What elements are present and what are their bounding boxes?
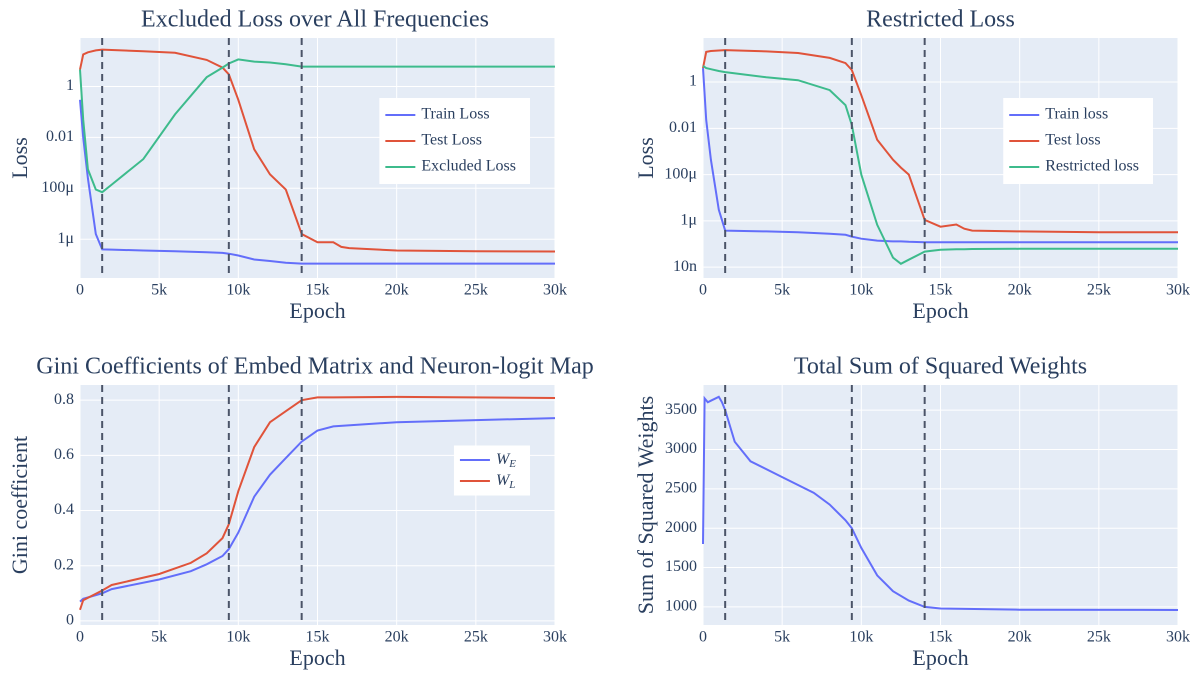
data-line xyxy=(79,99,555,265)
data-line xyxy=(702,65,1178,265)
y-tick-label: 3000 xyxy=(665,440,697,457)
chart-title: Excluded Loss over All Frequencies xyxy=(141,7,489,33)
x-tick-label: 0 xyxy=(76,282,84,299)
y-tick-label: 1μ xyxy=(57,230,74,247)
legend-label: Restricted loss xyxy=(1045,158,1139,175)
x-tick-label: 15k xyxy=(306,282,330,299)
y-axis-title: Sum of Squared Weights xyxy=(633,396,658,614)
x-tick-label: 0 xyxy=(76,629,84,646)
x-tick-label: 30k xyxy=(543,629,567,646)
y-tick-label: 1 xyxy=(689,73,697,90)
legend-label: Train Loss xyxy=(421,106,489,123)
x-tick-label: 20k xyxy=(1008,282,1032,299)
y-tick-label: 0.6 xyxy=(54,446,74,463)
legend: WE WL xyxy=(453,445,530,496)
y-tick-label: 3500 xyxy=(665,401,697,418)
x-tick-label: 10k xyxy=(849,282,873,299)
y-tick-label: 100μ xyxy=(664,165,697,182)
y-axis-title: Loss xyxy=(633,137,658,179)
y-axis-title: Gini coefficient xyxy=(7,436,32,574)
x-tick-label: 5k xyxy=(151,629,167,646)
x-axis-title: Epoch xyxy=(912,298,968,323)
x-tick-label: 30k xyxy=(543,282,567,299)
y-tick-label: 2500 xyxy=(665,480,697,497)
x-tick-label: 5k xyxy=(774,629,790,646)
chart-title: Total Sum of Squared Weights xyxy=(794,354,1087,380)
y-tick-label: 100μ xyxy=(41,179,74,196)
x-tick-label: 25k xyxy=(1087,629,1111,646)
legend-label: WL xyxy=(496,472,515,491)
x-tick-label: 15k xyxy=(929,629,953,646)
subplot: 0 5k 10k 15k 20k 25k 30k 10n 1μ 100μ 0.01 1 Restrict… xyxy=(633,7,1190,324)
x-tick-label: 25k xyxy=(464,282,488,299)
data-line xyxy=(79,395,556,611)
data-line xyxy=(702,395,1179,611)
y-tick-label: 0.2 xyxy=(54,556,74,573)
y-tick-label: 2000 xyxy=(665,519,697,536)
x-tick-label: 20k xyxy=(385,629,409,646)
x-tick-label: 25k xyxy=(464,629,488,646)
subplot: 0 5k 10k 15k 20k 25k 30k 1000 1500 2000 2500 3000 35… xyxy=(633,354,1190,671)
x-tick-label: 10k xyxy=(849,629,873,646)
y-tick-label: 0 xyxy=(66,612,74,629)
x-tick-label: 30k xyxy=(1166,282,1190,299)
y-tick-label: 0.01 xyxy=(46,128,74,145)
legend-label: Test loss xyxy=(1045,132,1100,149)
data-line xyxy=(79,58,555,194)
x-tick-label: 10k xyxy=(226,629,250,646)
y-tick-label: 1500 xyxy=(665,558,697,575)
y-tick-label: 0.4 xyxy=(54,501,74,518)
subplot: 0 5k 10k 15k 20k 25k 30k 1μ 100μ 0.01 1 Excluded Lo… xyxy=(7,7,567,324)
x-axis-title: Epoch xyxy=(289,645,345,670)
x-tick-label: 30k xyxy=(1166,629,1190,646)
x-tick-label: 0 xyxy=(699,629,707,646)
y-tick-label: 0.8 xyxy=(54,391,74,408)
data-line xyxy=(79,48,556,253)
data-line xyxy=(79,417,556,603)
legend: Train Loss Test Loss Excluded Loss xyxy=(379,98,530,184)
y-tick-label: 0.01 xyxy=(669,119,697,136)
x-tick-label: 25k xyxy=(1087,282,1111,299)
chart-title: Gini Coefficients of Embed Matrix and Ne… xyxy=(36,354,593,380)
x-tick-label: 15k xyxy=(929,282,953,299)
y-tick-label: 1μ xyxy=(680,212,697,229)
x-axis-title: Epoch xyxy=(912,645,968,670)
y-axis-title: Loss xyxy=(7,137,32,179)
legend-label: WE xyxy=(496,451,516,470)
x-tick-label: 5k xyxy=(151,282,167,299)
y-tick-label: 1000 xyxy=(665,598,697,615)
x-tick-label: 20k xyxy=(1008,629,1032,646)
legend-box xyxy=(453,445,530,496)
y-tick-label: 10n xyxy=(673,258,697,275)
x-tick-label: 15k xyxy=(306,629,330,646)
y-tick-label: 1 xyxy=(66,77,74,94)
data-line xyxy=(702,68,1178,244)
legend-label: Excluded Loss xyxy=(421,158,516,175)
legend: Train loss Test loss Restricted loss xyxy=(1003,98,1153,184)
x-axis-title: Epoch xyxy=(289,298,345,323)
subplot: 0 5k 10k 15k 20k 25k 30k 0 0.2 0.4 0.6 0.8 Gini Coef… xyxy=(7,354,594,671)
x-tick-label: 5k xyxy=(774,282,790,299)
x-tick-label: 0 xyxy=(699,282,707,299)
legend-label: Test Loss xyxy=(421,132,482,149)
x-tick-label: 20k xyxy=(385,282,409,299)
x-tick-label: 10k xyxy=(226,282,250,299)
chart-title: Restricted Loss xyxy=(866,7,1015,33)
data-line xyxy=(702,49,1178,234)
legend-label: Train loss xyxy=(1045,106,1108,123)
